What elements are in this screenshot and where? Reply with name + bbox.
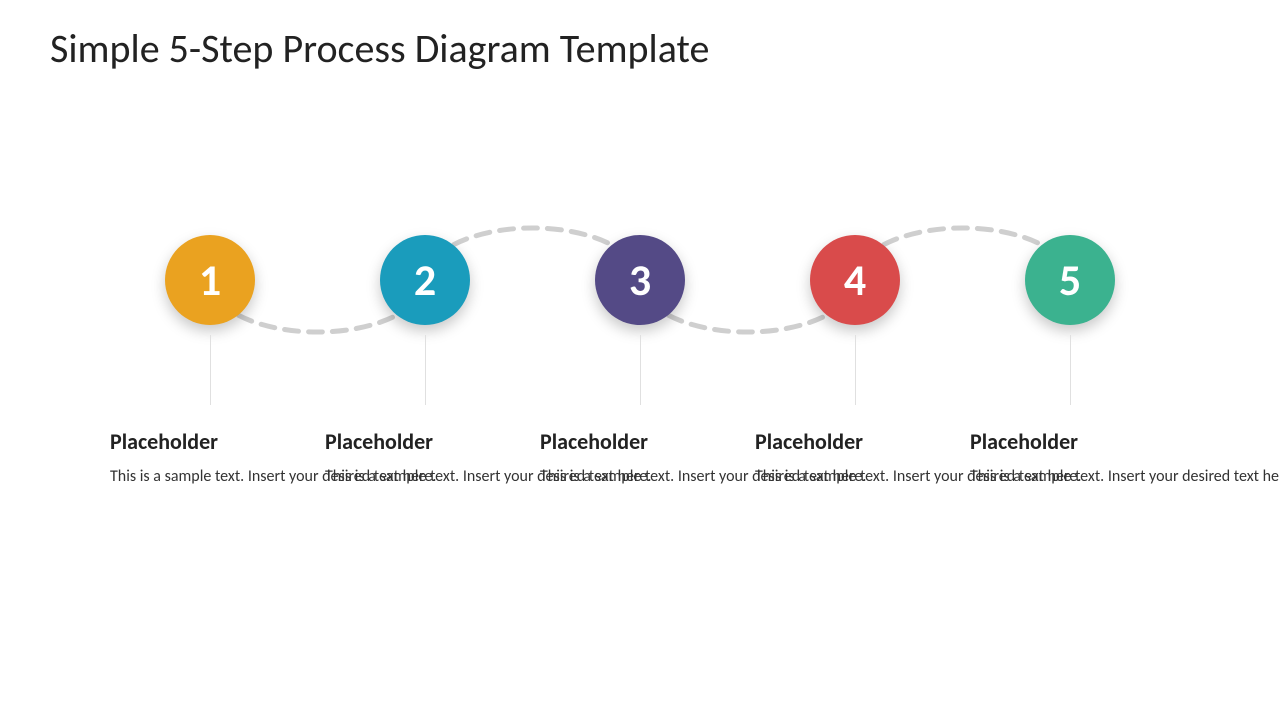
step-guideline	[1070, 335, 1071, 405]
step-circle-5: 5	[1025, 235, 1115, 325]
step-number: 5	[1059, 253, 1081, 307]
step-guideline	[210, 335, 211, 405]
step-guideline	[640, 335, 641, 405]
step-circle-1: 1	[165, 235, 255, 325]
step-circle-4: 4	[810, 235, 900, 325]
step-circle-3: 3	[595, 235, 685, 325]
step-body: This is a sample text. Insert your desir…	[970, 466, 1280, 488]
process-diagram: 1 Placeholder This is a sample text. Inser…	[0, 220, 1280, 640]
slide-title: Simple 5-Step Process Diagram Template	[50, 24, 709, 73]
step-title: Placeholder	[970, 428, 1280, 455]
step-guideline	[855, 335, 856, 405]
step-guideline	[425, 335, 426, 405]
step-number: 3	[629, 253, 651, 307]
step-circle-2: 2	[380, 235, 470, 325]
step-number: 1	[199, 253, 221, 307]
slide: Simple 5-Step Process Diagram Template 1…	[0, 0, 1280, 720]
step-number: 2	[414, 253, 436, 307]
step-number: 4	[844, 253, 866, 307]
